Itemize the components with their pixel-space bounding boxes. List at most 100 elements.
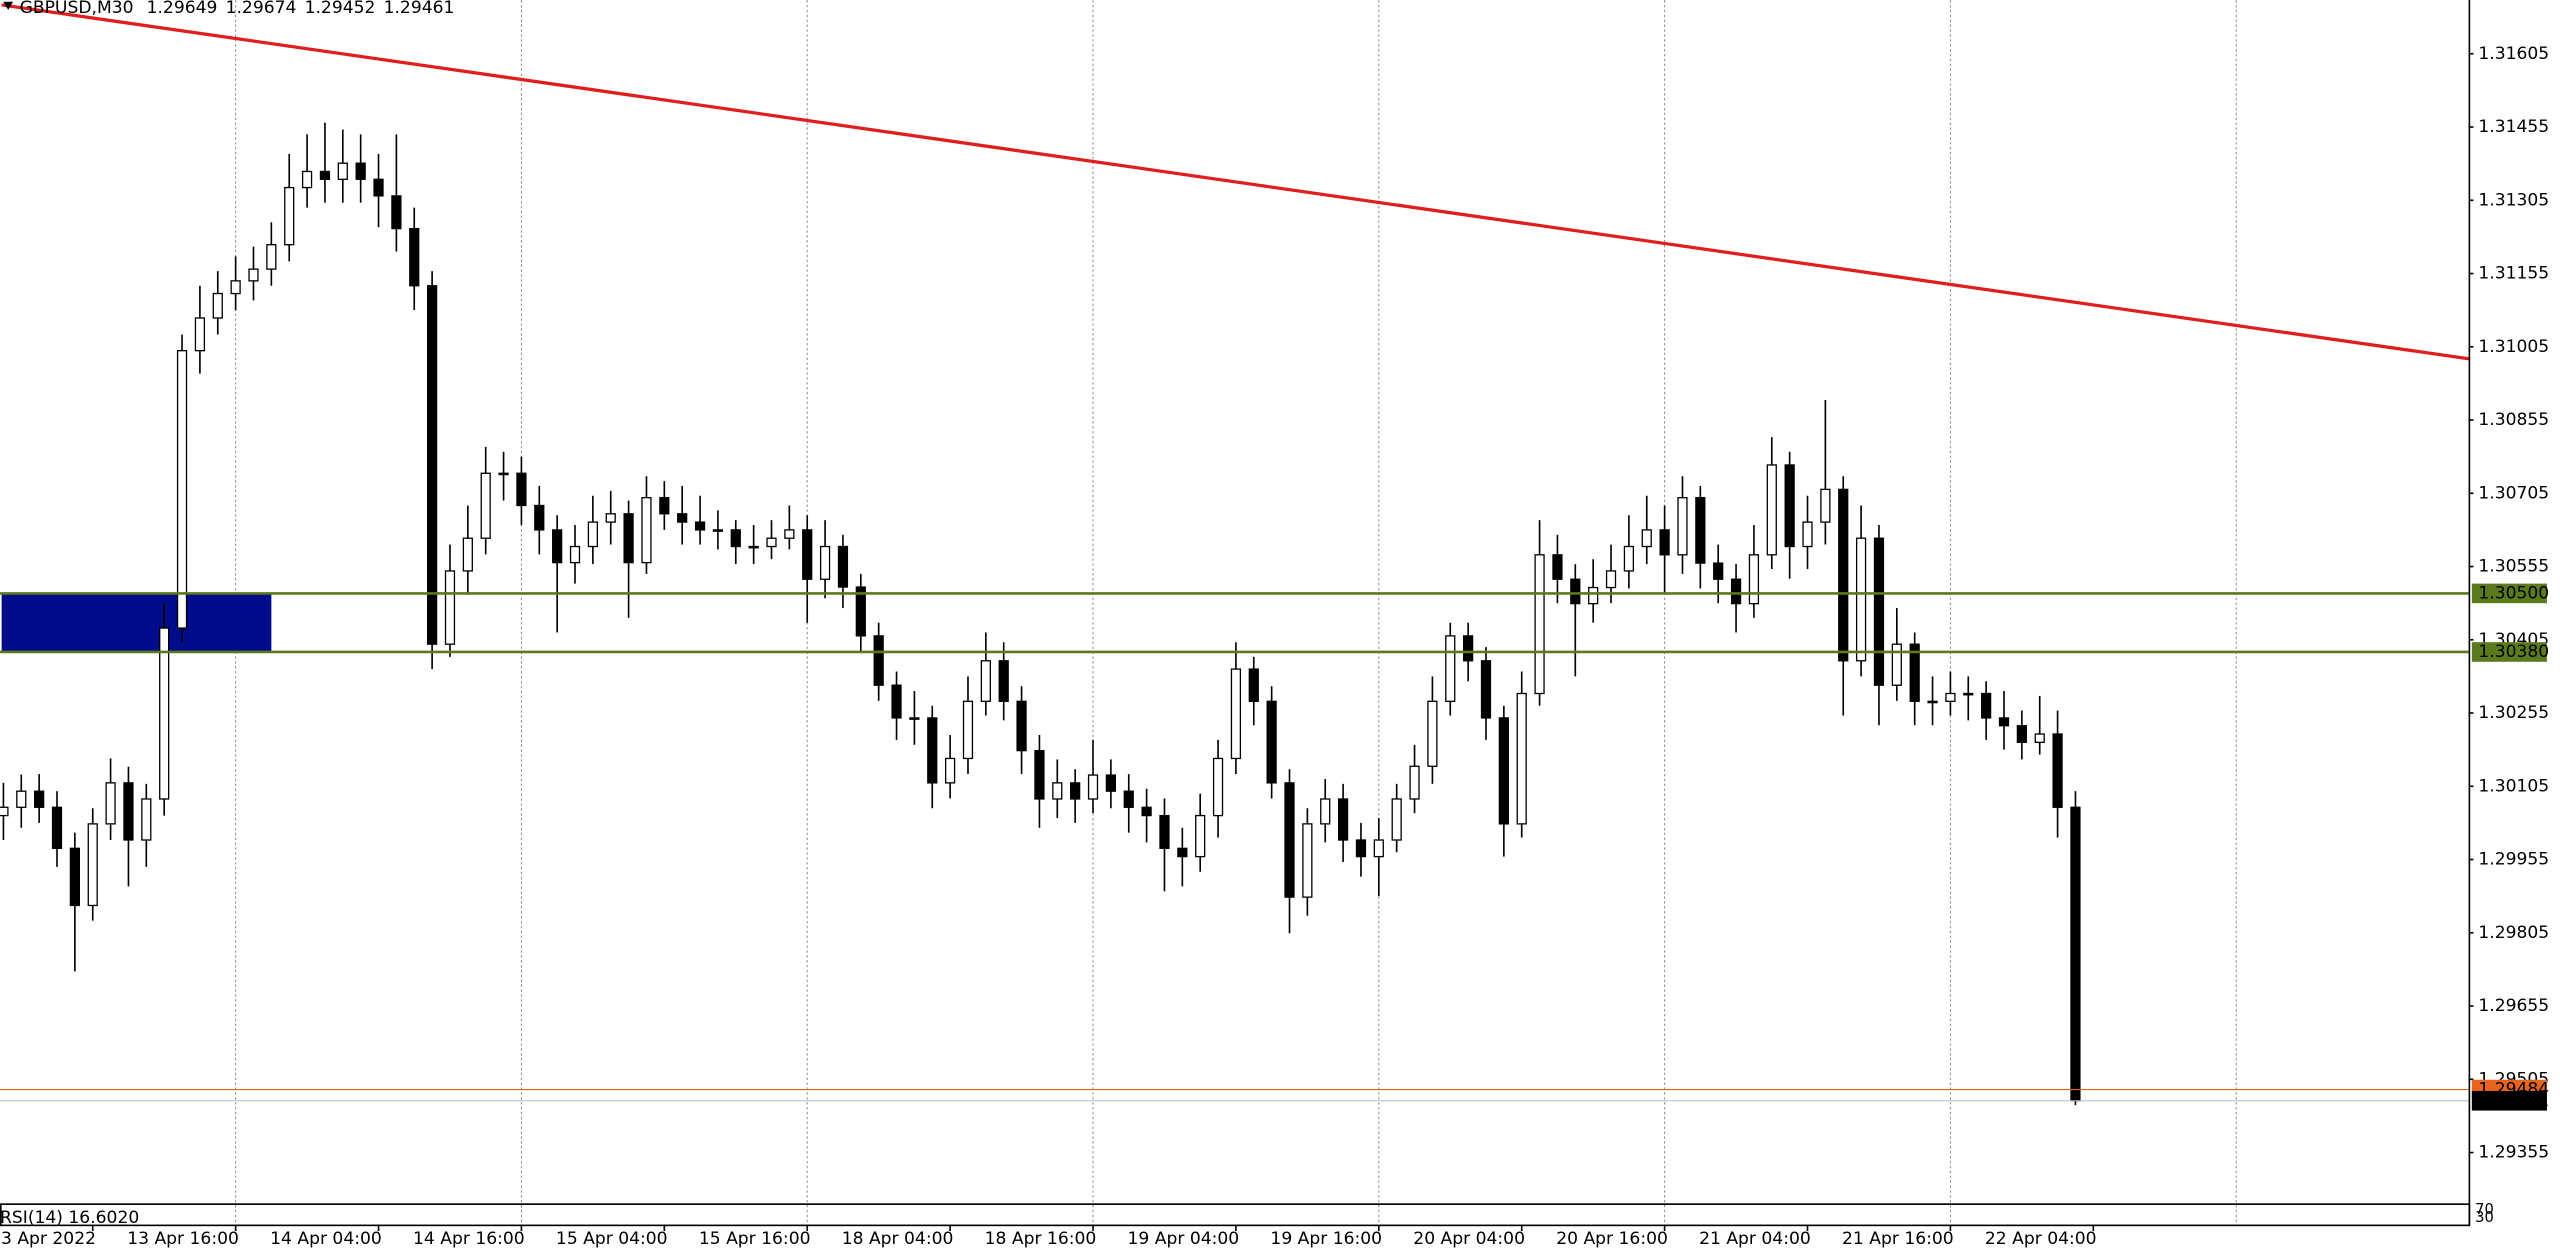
candle-body [1695,497,1706,564]
rsi-tick: 70 [2475,1201,2494,1218]
x-tick-label: 14 Apr 04:00 [270,1229,382,1249]
candle-body [784,529,795,539]
candle-body [51,806,63,849]
rsi-title: RSI(14) 16.6020 [0,1208,139,1228]
candle-body [1212,757,1224,817]
header-close: 1.29461 [384,0,455,18]
candle-body [16,790,27,808]
candle-body [962,700,974,760]
candle-body [409,227,420,287]
candle-body [766,537,777,548]
x-tick-label: 21 Apr 16:00 [1842,1229,1954,1249]
candle-body [266,244,277,270]
candle-body [1141,806,1152,817]
candle-body [212,292,223,319]
x-tick-label: 20 Apr 16:00 [1556,1229,1668,1249]
candle-body [534,504,545,531]
candle-body [909,717,920,720]
candle-body [1016,700,1027,752]
candle-body [1070,782,1081,800]
rsi-tick: 30 [2475,1209,2494,1226]
candle-body [569,545,581,564]
candle-body [694,521,706,531]
candle-body [1266,700,1277,784]
candle-body [480,472,491,539]
candle-body [1927,700,1938,704]
candle-body [1891,643,1902,686]
candle-body [1337,798,1349,841]
candle-body [998,660,1009,702]
candle-body [1641,529,1652,548]
candle-body [1802,521,1813,548]
candle-body [1230,668,1242,760]
candle-body [1248,668,1259,702]
candle-body [1605,570,1617,589]
x-tick-label: 21 Apr 04:00 [1699,1229,1811,1249]
candle-body [1052,782,1063,800]
x-tick-label: 13 Apr 2022 [0,1229,96,1249]
candle-body [105,782,116,825]
candle-body [248,268,259,282]
candle-body [87,823,98,907]
candle-body [2034,733,2045,743]
zone [1,593,272,652]
candle-body [0,806,9,817]
candle-body [712,529,724,532]
candle-body [301,170,313,189]
candle-body [1838,488,1849,662]
y-tick-label: 1.30105 [2478,776,2549,796]
candle-body [1570,578,1581,605]
candle-body [355,162,366,180]
trend-line [1,3,2471,361]
candle-body [855,586,866,637]
candle-body [873,635,884,686]
candle-body [284,186,295,246]
level-label-bg [2471,583,2547,604]
candle-body [1320,798,1331,825]
candle-body [1034,749,1045,800]
candle-body [1195,814,1206,858]
candle-body [1445,635,1456,702]
candle-body [1659,529,1670,556]
candle-body [1588,586,1599,605]
candle-body [373,178,384,197]
candle-body [1302,823,1313,898]
candle-body [1373,839,1384,858]
candle-body [730,529,741,548]
header-high: 1.29674 [226,0,297,18]
candle-body [2016,725,2027,743]
candle-body [587,521,598,548]
candle-body [552,529,563,564]
candle-body [659,497,670,515]
x-tick-label: 13 Apr 16:00 [127,1229,239,1249]
candle-body [1480,660,1492,719]
candle-body [1177,847,1188,858]
bid-label-bg [2471,1090,2547,1111]
candle-body [1820,488,1831,523]
candle-body [462,537,473,572]
candle-body [1981,692,1992,719]
candle-body [230,280,241,295]
menu-arrow[interactable] [3,1,14,10]
candle-body [1784,464,1795,548]
candle-body [1409,765,1420,800]
candle-body [891,684,902,719]
y-tick-label: 1.31305 [2478,190,2549,210]
x-tick-label: 15 Apr 04:00 [556,1229,668,1249]
candle-body [1463,635,1474,662]
y-tick-label: 1.31605 [2478,44,2549,64]
candle-body [980,660,991,702]
x-tick-label: 22 Apr 04:00 [1985,1229,2097,1249]
candle-body [1159,814,1170,849]
candle-body [1623,545,1635,572]
candle-body [1713,562,1724,580]
x-tick-label: 18 Apr 04:00 [842,1229,954,1249]
x-tick-label: 15 Apr 16:00 [699,1229,811,1249]
y-tick-label: 1.31155 [2478,264,2549,284]
candle-body [1855,537,1867,662]
candle-body [1730,578,1742,605]
candle-body [2070,806,2081,1102]
candle-body [194,317,206,352]
level-label-bg [2471,642,2547,662]
